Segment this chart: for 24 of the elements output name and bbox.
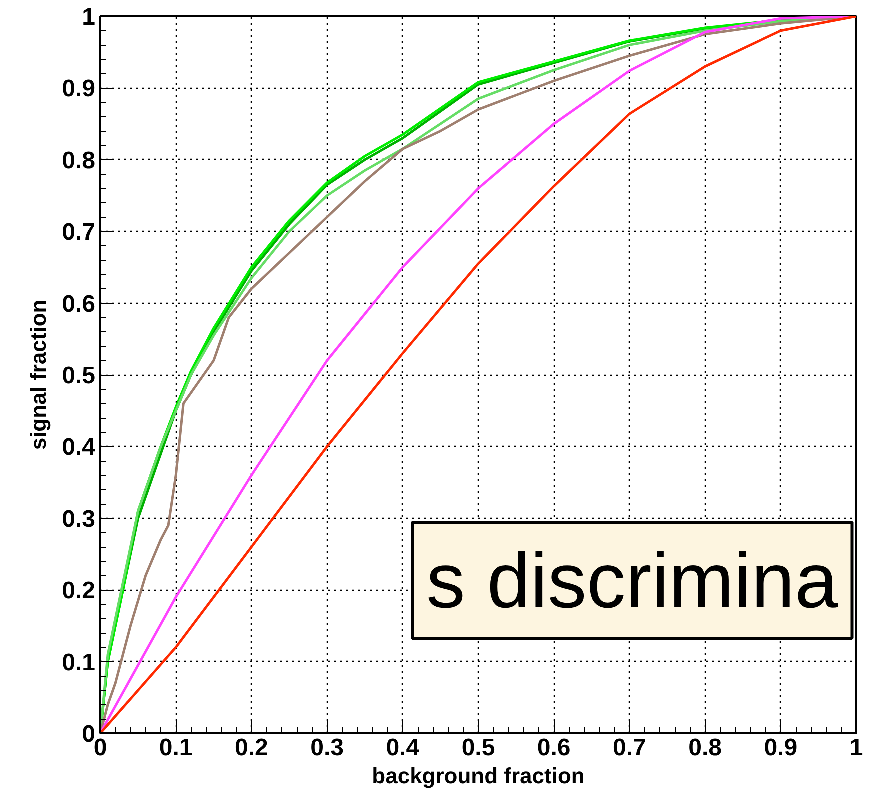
y-tick-label: 0.9: [62, 76, 96, 103]
annotation: s discrimina: [426, 536, 839, 624]
y-tick-label: 0.1: [62, 649, 96, 676]
x-tick-label: 0.8: [688, 734, 722, 762]
y-tick-label: 0.6: [62, 290, 96, 318]
x-tick-label: 0.5: [462, 734, 496, 762]
y-tick-label: 0.8: [62, 147, 96, 174]
y-tick-label: 0.2: [62, 578, 96, 605]
y-tick-label: 0.5: [62, 362, 96, 390]
x-tick-label: 1: [850, 734, 864, 762]
x-tick-label: 0.4: [386, 734, 420, 762]
x-tick-label: 0.3: [310, 734, 344, 762]
x-tick-label: 0.6: [537, 734, 571, 762]
x-tick-label: 0.2: [235, 734, 268, 762]
y-tick-label: 1: [82, 4, 96, 31]
y-axis-title: signal fraction: [26, 300, 52, 450]
x-tick-label: 0.7: [613, 734, 646, 762]
y-tick-label: 0.3: [62, 506, 96, 533]
x-tick-label: 0.9: [764, 734, 798, 762]
x-axis-title: background fraction: [372, 764, 585, 788]
line-series: [100, 16, 856, 734]
x-tick-label: 0.1: [159, 734, 193, 762]
y-tick-label: 0.4: [62, 434, 96, 462]
y-tick-label: 0.7: [62, 219, 96, 246]
